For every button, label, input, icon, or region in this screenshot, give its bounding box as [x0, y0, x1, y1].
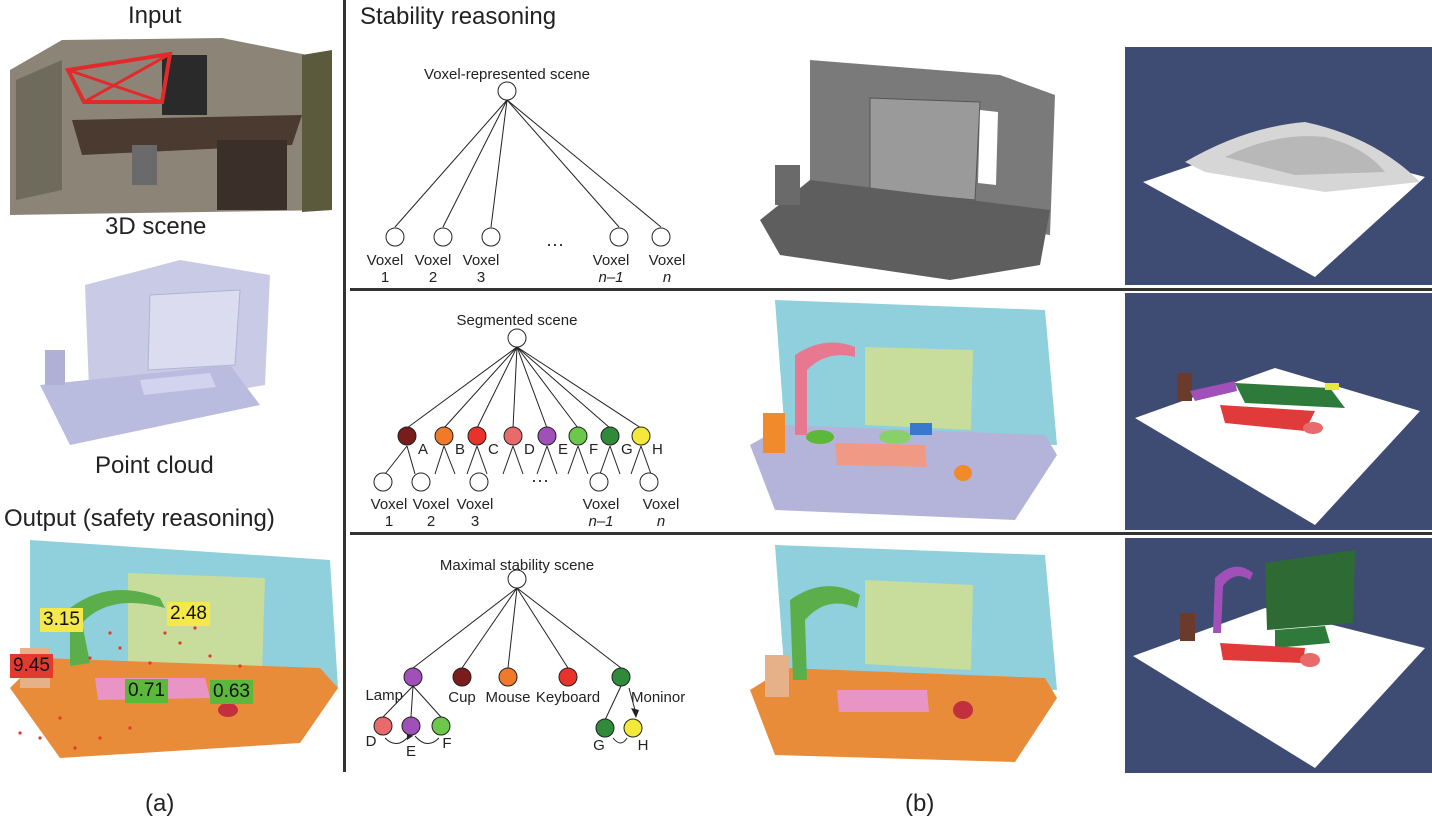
object-node	[611, 667, 631, 687]
segment-label: E	[558, 441, 568, 458]
monitor-part-label: H	[638, 737, 649, 754]
scene3d-image	[40, 260, 270, 445]
input-label: Input	[128, 2, 182, 29]
tree2-voxel-word: Voxel	[457, 496, 494, 513]
row-divider-2	[350, 532, 1432, 535]
stability-header: Stability reasoning	[360, 3, 557, 30]
tree1-leaf-index: 3	[477, 269, 485, 286]
segment-node	[434, 426, 454, 446]
segment-node	[503, 426, 523, 446]
tree3-root-label: Maximal stability scene	[440, 557, 594, 574]
score-tag-lamp: 3.15	[40, 608, 83, 632]
tree1-leaf-index: n–1	[598, 269, 623, 286]
tree1-leaf-index: 1	[381, 269, 389, 286]
column-divider	[343, 0, 346, 772]
stable-scene-image	[750, 545, 1057, 762]
segment-node	[537, 426, 557, 446]
tree2-leaf-index: n–1	[588, 513, 613, 530]
tree1-voxel-word: Voxel	[593, 252, 630, 269]
segment-label: A	[418, 441, 428, 458]
score-tag-cup: 9.45	[10, 654, 53, 678]
tree1-voxel-word: Voxel	[463, 252, 500, 269]
tree1-voxel-word: Voxel	[367, 252, 404, 269]
sim-stable-image	[1125, 538, 1432, 773]
score-tag-mouse: 0.63	[210, 680, 253, 704]
lamp-part-label: F	[442, 735, 451, 752]
object-label: Lamp	[365, 687, 403, 704]
tree2-voxel-word: Voxel	[583, 496, 620, 513]
segment-label: H	[652, 441, 663, 458]
monitor-part-node	[595, 718, 615, 738]
tree-voxel-scene: Voxel-represented scene ··· Voxel Voxel …	[367, 66, 686, 286]
sim-collapsed-image	[1125, 47, 1432, 285]
tree1-leaf-index: 2	[429, 269, 437, 286]
object-label: Mouse	[485, 689, 530, 706]
segment-node	[397, 426, 417, 446]
monitor-part-label: G	[593, 737, 605, 754]
segment-node	[631, 426, 651, 446]
tree2-voxel-word: Voxel	[643, 496, 680, 513]
segment-node	[568, 426, 588, 446]
tree2-voxel-word: Voxel	[413, 496, 450, 513]
lamp-part-node	[401, 716, 421, 736]
tree-segmented-scene: Segmented scene A B C D E F G H ··· Voxel Voxel…	[371, 312, 680, 530]
object-node	[498, 667, 518, 687]
object-nodes: Lamp Cup Mouse Keyboard Moninor D E F G H	[365, 667, 685, 760]
tree2-root-label: Segmented scene	[457, 312, 578, 329]
lamp-part-node	[431, 716, 451, 736]
tree2-leaf-index: 1	[385, 513, 393, 530]
scene3d-label: 3D scene	[105, 213, 207, 240]
segment-node	[600, 426, 620, 446]
monitor-part-node	[623, 718, 643, 738]
sim-segmented-image	[1125, 293, 1432, 530]
lamp-part-label: E	[406, 743, 416, 760]
pointcloud-label: Point cloud	[95, 452, 214, 479]
object-label: Cup	[448, 689, 476, 706]
lamp-part-node	[373, 716, 393, 736]
segment-nodes: A B C D E F G H	[397, 426, 663, 458]
tree1-voxel-word: Voxel	[649, 252, 686, 269]
object-node	[452, 667, 472, 687]
object-node	[403, 667, 423, 687]
voxel-scene-image	[760, 60, 1055, 280]
tree2-voxel-word: Voxel	[371, 496, 408, 513]
output-label: Output (safety reasoning)	[4, 505, 275, 532]
tree-maximal-stability: Maximal stability scene Lamp Cup Mouse Keyb…	[365, 557, 685, 760]
segment-label: G	[621, 441, 633, 458]
lamp-part-label: D	[366, 733, 377, 750]
tree1-leaf-index: n	[663, 269, 671, 286]
segment-label: D	[524, 441, 535, 458]
panel-label-a: (a)	[145, 790, 175, 817]
object-label: Keyboard	[536, 689, 600, 706]
segment-node	[467, 426, 487, 446]
segment-label: F	[589, 441, 598, 458]
object-node	[558, 667, 578, 687]
tree2-leaf-index: n	[657, 513, 665, 530]
object-label: Moninor	[631, 689, 685, 706]
segmented-scene-image	[750, 300, 1057, 520]
tree1-root-label: Voxel-represented scene	[424, 66, 590, 83]
score-tag-keyboard: 0.71	[125, 679, 168, 703]
input-photo	[2, 30, 336, 218]
panel-label-b: (b)	[905, 790, 935, 817]
tree1-voxel-word: Voxel	[415, 252, 452, 269]
tree2-leaf-index: 2	[427, 513, 435, 530]
tree1-ellipsis: ···	[546, 234, 564, 254]
row-divider-1	[350, 288, 1432, 291]
tree2-leaf-index: 3	[471, 513, 479, 530]
segment-label: B	[455, 441, 465, 458]
segment-label: C	[488, 441, 499, 458]
tree2-ellipsis: ···	[531, 470, 549, 490]
score-tag-monitor: 2.48	[167, 602, 210, 626]
